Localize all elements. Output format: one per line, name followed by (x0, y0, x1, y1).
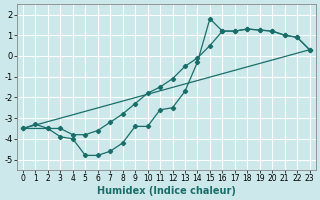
X-axis label: Humidex (Indice chaleur): Humidex (Indice chaleur) (97, 186, 236, 196)
